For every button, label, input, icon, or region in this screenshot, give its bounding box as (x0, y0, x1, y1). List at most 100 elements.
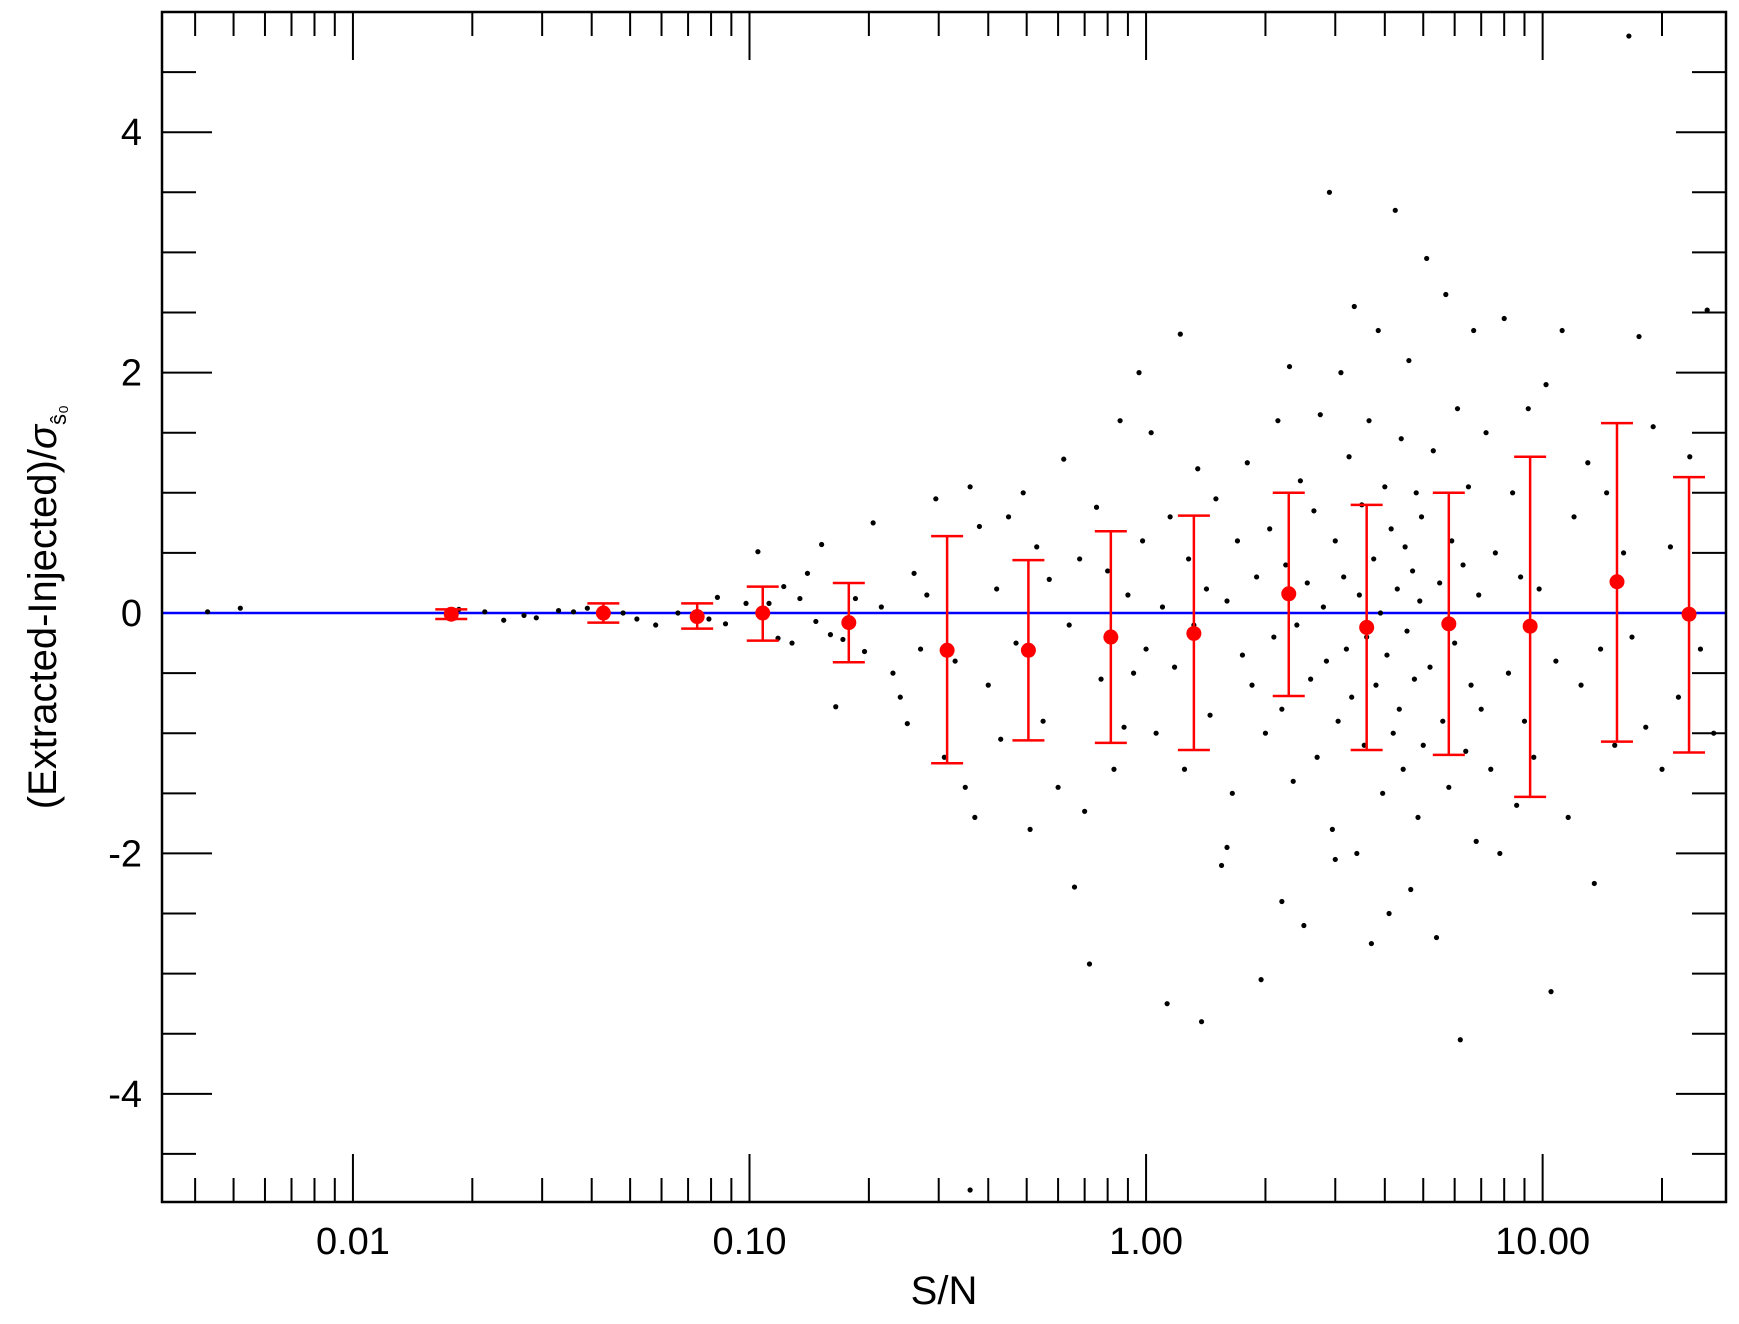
scatter-point (1224, 844, 1230, 851)
scatter-point (634, 616, 640, 622)
scatter-point (1406, 357, 1412, 364)
scatter-point (1111, 766, 1117, 772)
scatter-point (1553, 658, 1559, 664)
scatter-point (1382, 484, 1388, 490)
scatter-point (998, 736, 1004, 742)
scatter-point (1420, 742, 1426, 748)
scatter-point (1501, 315, 1507, 322)
scatter-point (1377, 610, 1384, 616)
scatter-point (1040, 718, 1046, 724)
scatter-point (870, 520, 876, 526)
scatter-point (813, 618, 819, 625)
scatter-point (819, 541, 825, 548)
scatter-point (1301, 922, 1307, 929)
scatter-point (1203, 586, 1210, 592)
scatter-point (1239, 652, 1246, 658)
scatter-point (994, 586, 1000, 592)
y-tick-label: 0 (121, 593, 142, 635)
scatter-point (1286, 363, 1293, 370)
scatter-point (1005, 514, 1012, 520)
scatter-point (1394, 586, 1400, 592)
scatter-point (1294, 622, 1300, 628)
scatter-point (1497, 850, 1503, 857)
x-tick-label: 0.10 (713, 1221, 787, 1263)
scatter-point (911, 570, 917, 576)
scatter-point (1465, 484, 1472, 490)
scatter-point (1463, 748, 1469, 754)
scatter-point (1290, 778, 1296, 784)
errorbar-mean-point (689, 609, 705, 625)
scatter-point (1020, 490, 1026, 496)
scatter-point (1408, 886, 1414, 893)
scatter-point (1164, 1001, 1170, 1007)
scatter-point (852, 595, 859, 602)
scatter-point (1297, 478, 1303, 484)
errorbar-mean-point (1522, 618, 1538, 634)
scatter-point (1279, 706, 1285, 712)
scatter-point (1125, 592, 1131, 598)
errorbar-mean-point (1441, 616, 1457, 632)
scatter-point (1612, 742, 1618, 748)
scatter-point (1071, 884, 1078, 890)
scatter-point (797, 595, 803, 602)
errorbar-layer (435, 421, 1706, 799)
scatter-point (1675, 694, 1682, 700)
errorbar-mean-point (1103, 629, 1119, 645)
scatter-point (482, 609, 488, 615)
scatter-point (533, 615, 539, 621)
scatter-point (653, 622, 659, 628)
scatter-point (1244, 460, 1250, 466)
scatter-point (1229, 790, 1235, 796)
svg-text:(Extracted-Injected)/σŝ₀: (Extracted-Injected)/σŝ₀ (21, 405, 71, 809)
scatter-point (1121, 724, 1127, 730)
scatter-point (1105, 568, 1111, 574)
scatter-point (861, 648, 868, 655)
scatter-point (1380, 790, 1386, 796)
scatter-point (1483, 430, 1489, 436)
scatter-point (675, 610, 681, 616)
scatter-point (1531, 754, 1537, 760)
scatter-point (1136, 370, 1142, 376)
scatter-point (1314, 754, 1320, 760)
scatter-point (722, 621, 729, 627)
scatter-point (985, 682, 991, 688)
scatter-point (1034, 544, 1040, 550)
scatter-point (804, 570, 811, 576)
scatter-point (1604, 490, 1610, 496)
scatter-points-layer (204, 33, 1717, 1193)
scatter-point (1213, 496, 1219, 502)
scatter-point (1413, 490, 1419, 496)
scatter-point (1198, 1019, 1205, 1025)
x-tick-label: 0.01 (316, 1221, 390, 1263)
scatter-point (897, 694, 903, 700)
scatter-point (204, 609, 211, 615)
scatter-point (1055, 784, 1061, 790)
scatter-point (570, 609, 577, 615)
scatter-point (1271, 634, 1277, 640)
errorbar-mean-point (1609, 574, 1625, 590)
scatter-point (1471, 327, 1477, 334)
y-axis-label: (Extracted-Injected)/σŝ₀ (21, 405, 71, 809)
scatter-point (1392, 207, 1398, 213)
scatter-point (766, 600, 772, 606)
y-tick-label: -4 (108, 1074, 142, 1116)
y-tick-label: -2 (108, 833, 142, 875)
scatter-point (1148, 430, 1154, 436)
scatter-point (976, 523, 983, 530)
scatter-point (1411, 676, 1418, 682)
y-axis-label-subscript: ŝ₀ (46, 405, 71, 425)
errorbar-mean-point (939, 642, 955, 658)
scatter-point (1338, 370, 1344, 376)
scatter-point (972, 814, 978, 820)
scatter-point (1402, 544, 1408, 550)
scatter-point (1027, 826, 1033, 832)
scatter-point (1218, 862, 1225, 869)
scatter-point (941, 754, 947, 760)
scatter-point (1711, 730, 1717, 736)
scatter-point (1548, 989, 1554, 995)
scatter-point (1335, 718, 1341, 724)
scatter-point (1585, 460, 1591, 466)
scatter-point (1326, 189, 1333, 195)
scatter-point (1143, 646, 1149, 652)
